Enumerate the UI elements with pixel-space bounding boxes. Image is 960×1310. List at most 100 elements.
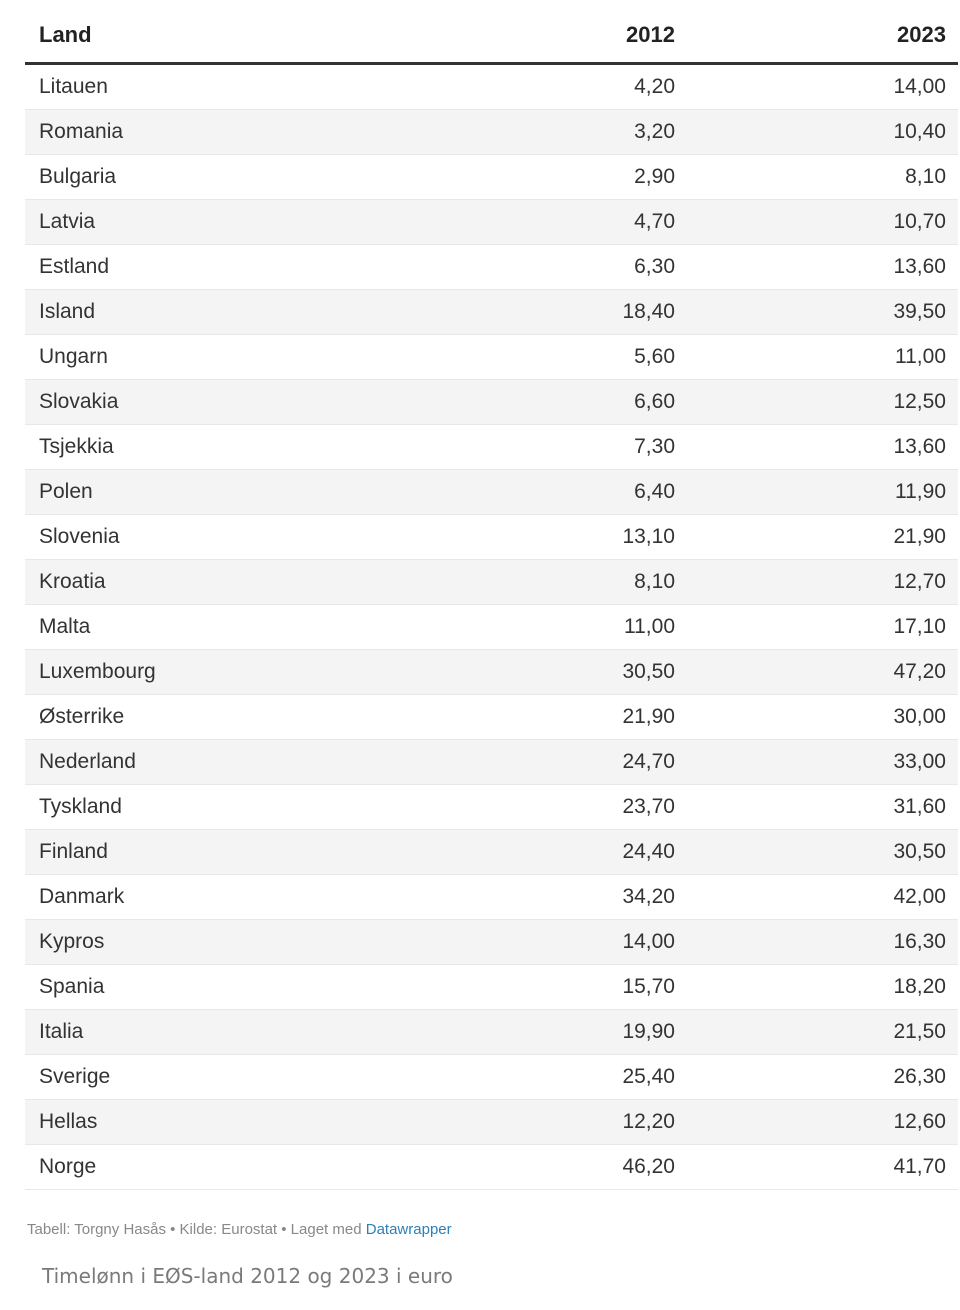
cell-2023: 10,40: [893, 120, 946, 143]
cell-2023: 16,30: [893, 930, 946, 953]
caption: Timelønn i EØS-land 2012 og 2023 i euro: [42, 1264, 453, 1288]
cell-2012: 8,10: [634, 570, 675, 593]
cell-land: Kroatia: [39, 570, 106, 593]
cell-2012: 46,20: [622, 1155, 675, 1178]
cell-2012: 34,20: [622, 885, 675, 908]
cell-land: Malta: [39, 615, 91, 638]
cell-2023: 47,20: [893, 660, 946, 683]
table-row: Island 18,40 39,50: [25, 290, 958, 335]
cell-land: Italia: [39, 1020, 84, 1043]
cell-2012: 6,60: [634, 390, 675, 413]
cell-2012: 4,70: [634, 210, 675, 233]
cell-2023: 39,50: [893, 300, 946, 323]
cell-land: Norge: [39, 1155, 97, 1178]
datawrapper-link[interactable]: Datawrapper: [365, 1221, 452, 1238]
table-row: Kroatia 8,10 12,70: [25, 560, 958, 605]
cell-2012: 21,90: [622, 705, 675, 728]
table-row: Østerrike 21,90 30,00: [25, 695, 958, 740]
data-table: Land 2012 2023 Litauen 4,20 14,00 Romania 3,…: [25, 0, 958, 1190]
cell-2023: 21,90: [893, 525, 946, 548]
header-2012: 2012: [626, 22, 675, 47]
cell-land: Tsjekkia: [39, 435, 114, 458]
table-row: Nederland 24,70 33,00: [25, 740, 958, 785]
cell-2023: 8,10: [905, 165, 946, 188]
cell-land: Tyskland: [39, 795, 122, 818]
cell-land: Sverige: [39, 1065, 111, 1088]
table-row: Tsjekkia 7,30 13,60: [25, 425, 958, 470]
cell-2012: 13,10: [622, 525, 675, 548]
cell-2012: 15,70: [622, 975, 675, 998]
cell-2023: 14,00: [893, 75, 946, 98]
table-row: Estland 6,30 13,60: [25, 245, 958, 290]
table-row: Italia 19,90 21,50: [25, 1010, 958, 1055]
table-footer: Tabell: Torgny Hasås • Kilde: Eurostat •…: [27, 1221, 452, 1238]
cell-land: Hellas: [39, 1110, 98, 1133]
cell-2023: 12,50: [893, 390, 946, 413]
table-row: Malta 11,00 17,10: [25, 605, 958, 650]
cell-2023: 17,10: [893, 615, 946, 638]
cell-2012: 7,30: [634, 435, 675, 458]
table-row: Sverige 25,40 26,30: [25, 1055, 958, 1100]
table-row: Norge 46,20 41,70: [25, 1145, 958, 1190]
cell-2023: 12,70: [893, 570, 946, 593]
cell-2012: 19,90: [622, 1020, 675, 1043]
cell-land: Litauen: [39, 75, 108, 98]
cell-2023: 41,70: [893, 1155, 946, 1178]
cell-land: Danmark: [39, 885, 125, 908]
cell-2012: 2,90: [634, 165, 675, 188]
table-header: Land 2012 2023: [25, 0, 958, 65]
cell-2012: 5,60: [634, 345, 675, 368]
table-row: Romania 3,20 10,40: [25, 110, 958, 155]
cell-land: Ungarn: [39, 345, 108, 368]
table-row: Luxembourg 30,50 47,20: [25, 650, 958, 695]
cell-2023: 30,50: [893, 840, 946, 863]
cell-2023: 42,00: [893, 885, 946, 908]
cell-2023: 30,00: [893, 705, 946, 728]
cell-2023: 26,30: [893, 1065, 946, 1088]
cell-2023: 13,60: [893, 435, 946, 458]
cell-land: Bulgaria: [39, 165, 117, 188]
cell-land: Slovakia: [39, 390, 119, 413]
cell-land: Latvia: [39, 210, 96, 233]
cell-land: Island: [39, 300, 96, 323]
cell-land: Polen: [39, 480, 93, 503]
header-2023: 2023: [897, 22, 946, 47]
table-row: Finland 24,40 30,50: [25, 830, 958, 875]
cell-2023: 21,50: [893, 1020, 946, 1043]
table-row: Slovakia 6,60 12,50: [25, 380, 958, 425]
cell-2012: 4,20: [634, 75, 675, 98]
table-row: Ungarn 5,60 11,00: [25, 335, 958, 380]
table-row: Litauen 4,20 14,00: [25, 65, 958, 110]
cell-2012: 30,50: [622, 660, 675, 683]
cell-2012: 18,40: [622, 300, 675, 323]
cell-2023: 18,20: [893, 975, 946, 998]
cell-land: Romania: [39, 120, 124, 143]
cell-land: Østerrike: [39, 705, 125, 728]
cell-land: Nederland: [39, 750, 136, 773]
cell-2012: 6,30: [634, 255, 675, 278]
cell-land: Kypros: [39, 930, 105, 953]
cell-land: Luxembourg: [39, 660, 156, 683]
cell-land: Estland: [39, 255, 110, 278]
cell-2012: 12,20: [622, 1110, 675, 1133]
cell-2012: 24,70: [622, 750, 675, 773]
table-row: Hellas 12,20 12,60: [25, 1100, 958, 1145]
cell-2012: 6,40: [634, 480, 675, 503]
cell-2012: 24,40: [622, 840, 675, 863]
table-row: Danmark 34,20 42,00: [25, 875, 958, 920]
footer-credit: Tabell: Torgny Hasås • Kilde: Eurostat •…: [27, 1221, 366, 1238]
table-row: Latvia 4,70 10,70: [25, 200, 958, 245]
cell-2012: 25,40: [622, 1065, 675, 1088]
table-row: Polen 6,40 11,90: [25, 470, 958, 515]
cell-2012: 3,20: [634, 120, 675, 143]
table-row: Kypros 14,00 16,30: [25, 920, 958, 965]
table-row: Spania 15,70 18,20: [25, 965, 958, 1010]
cell-2012: 14,00: [622, 930, 675, 953]
cell-land: Slovenia: [39, 525, 120, 548]
cell-land: Spania: [39, 975, 105, 998]
cell-2023: 33,00: [893, 750, 946, 773]
cell-2023: 11,00: [895, 345, 946, 368]
header-land: Land: [39, 22, 92, 47]
cell-2023: 13,60: [893, 255, 946, 278]
cell-2023: 31,60: [893, 795, 946, 818]
